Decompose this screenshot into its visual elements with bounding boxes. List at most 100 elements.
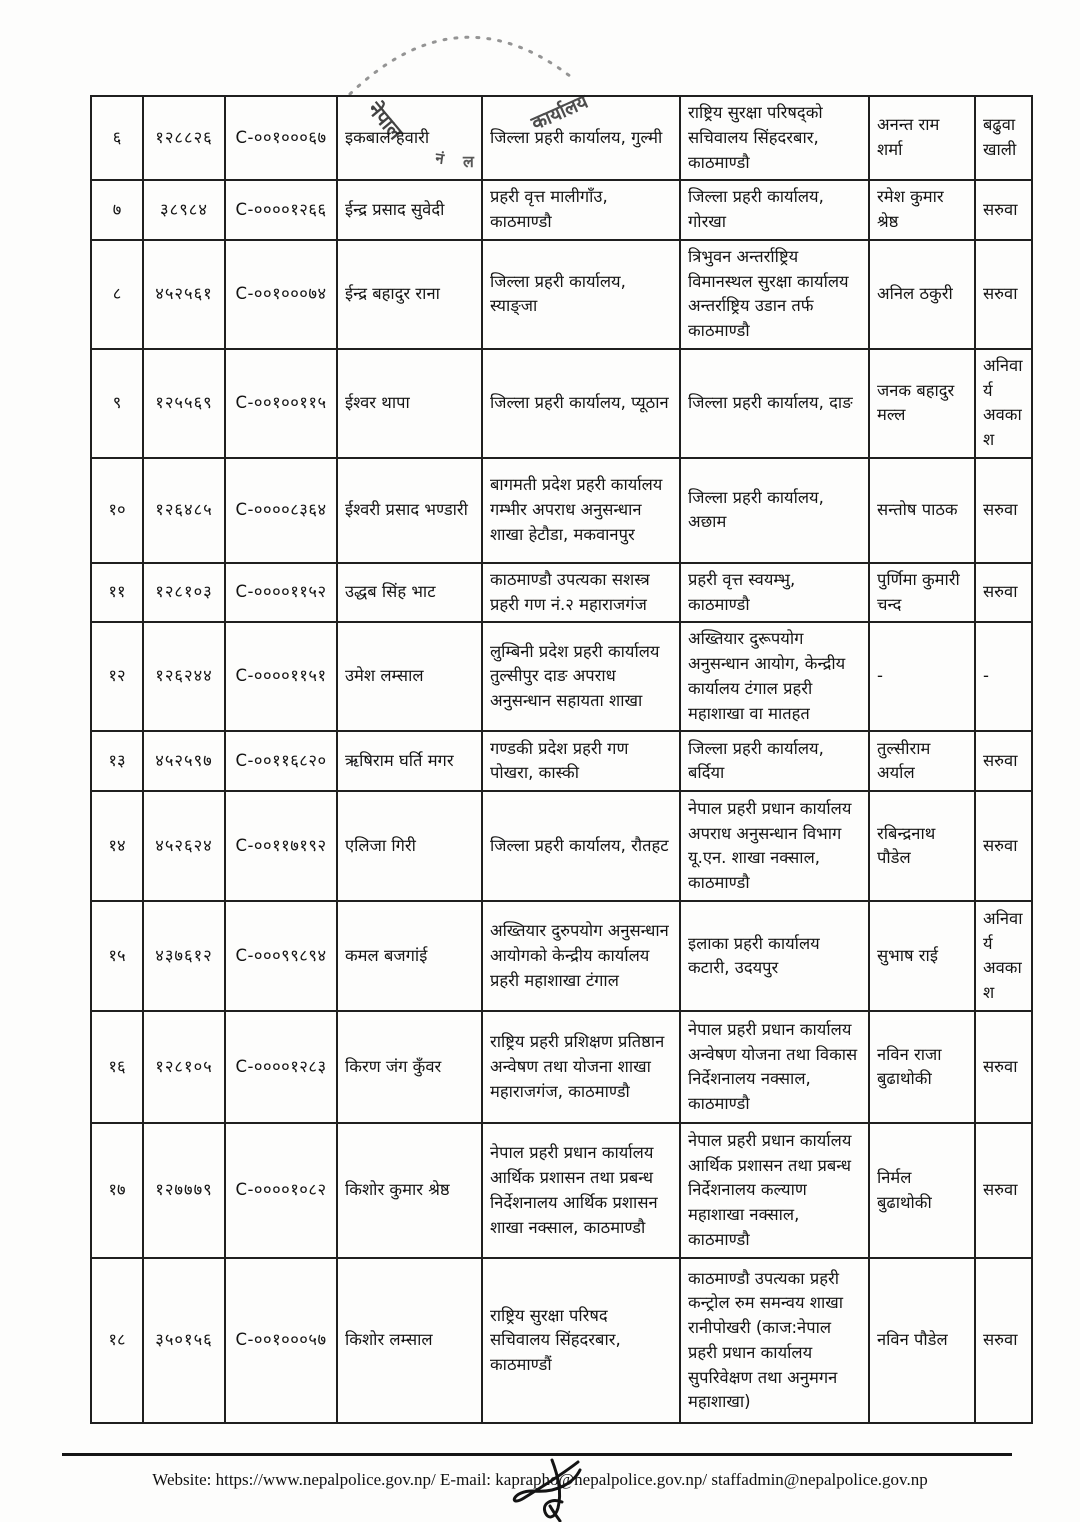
table-row: १० १२६४८५ C-००००८३६४ ईश्वरी प्रसाद भण्डा… (90, 456, 1033, 564)
cell-citizenship-code: C-००००१२८३ (224, 1010, 338, 1125)
cell-remark: सरुवा (974, 456, 1033, 564)
cell-replacement-name: - (868, 621, 976, 733)
cell-name: किरण जंग कुँवर (336, 1010, 483, 1125)
cell-remark: अनिवार्य अवकाश (974, 900, 1033, 1013)
cell-new-office: नेपाल प्रहरी प्रधान कार्यालय आर्थिक प्रश… (679, 1122, 870, 1260)
cell-replacement-name: रमेश कुमार श्रेष्ठ (868, 179, 976, 241)
cell-remark: बढुवा खाली (974, 94, 1033, 182)
cell-remark: सरुवा (974, 561, 1033, 624)
cell-staff-number: १२८१०५ (142, 1010, 226, 1125)
cell-remark: - (974, 621, 1033, 733)
footer-contact-text: Website: https://www.nepalpolice.gov.np/… (152, 1470, 928, 1489)
cell-current-office: अख्तियार दुरुपयोग अनुसन्धान आयोगको केन्द… (481, 900, 681, 1013)
cell-remark: सरुवा (974, 179, 1033, 241)
table-row: ८ ४५२५६१ C-००१०००७४ ईन्द्र बहादुर राना ज… (90, 238, 1033, 350)
cell-new-office: नेपाल प्रहरी प्रधान कार्यालय अपराध अनुसन… (679, 790, 870, 903)
cell-current-office: गण्डकी प्रदेश प्रहरी गण पोखरा, कास्की (481, 730, 681, 793)
table-row: ७ ३८९८४ C-००००१२६६ ईन्द्र प्रसाद सुवेदी … (90, 179, 1033, 241)
cell-staff-number: ४५२५९७ (142, 730, 226, 793)
cell-staff-number: १२६४८५ (142, 456, 226, 564)
cell-name: उमेश लम्साल (336, 621, 483, 733)
table-row: १२ १२६२४४ C-००००११५१ उमेश लम्साल लुम्बिन… (90, 621, 1033, 733)
cell-serial-number: १४ (90, 790, 144, 903)
cell-new-office: काठमाण्डौ उपत्यका प्रहरी कन्ट्रोल रुम सम… (679, 1257, 870, 1425)
cell-name: ईश्वर थापा (336, 347, 483, 459)
cell-staff-number: १२७७७९ (142, 1122, 226, 1260)
cell-remark: अनिवार्य अवकाश (974, 347, 1033, 459)
cell-citizenship-code: C-००१०००७४ (224, 238, 338, 350)
cell-new-office: जिल्ला प्रहरी कार्यालय, अछाम (679, 456, 870, 564)
table-row: ९ १२५५६९ C-००१००११५ ईश्वर थापा जिल्ला प्… (90, 347, 1033, 459)
table-row: १५ ४३७६१२ C-०००९९८९४ कमल बजगांई अख्तियार… (90, 900, 1033, 1013)
cell-serial-number: १० (90, 456, 144, 564)
cell-citizenship-code: C-००१०००६७ (224, 94, 338, 182)
cell-replacement-name: सन्तोष पाठक (868, 456, 976, 564)
cell-replacement-name: निर्मल बुढाथोकी (868, 1122, 976, 1260)
cell-remark: सरुवा (974, 1010, 1033, 1125)
cell-staff-number: १२६२४४ (142, 621, 226, 733)
cell-current-office: जिल्ला प्रहरी कार्यालय, गुल्मी (481, 94, 681, 182)
cell-name: ईन्द्र बहादुर राना (336, 238, 483, 350)
cell-staff-number: ३५०१५६ (142, 1257, 226, 1425)
cell-name: ईश्वरी प्रसाद भण्डारी (336, 456, 483, 564)
cell-serial-number: १७ (90, 1122, 144, 1260)
cell-current-office: बागमती प्रदेश प्रहरी कार्यालय गम्भीर अपर… (481, 456, 681, 564)
cell-new-office: अख्तियार दुरूपयोग अनुसन्धान आयोग, केन्द्… (679, 621, 870, 733)
cell-new-office: राष्ट्रिय सुरक्षा परिषद्को सचिवालय सिंहद… (679, 94, 870, 182)
cell-name: एलिजा गिरी (336, 790, 483, 903)
cell-current-office: जिल्ला प्रहरी कार्यालय, प्यूठान (481, 347, 681, 459)
table-row: १६ १२८१०५ C-००००१२८३ किरण जंग कुँवर राष्… (90, 1010, 1033, 1125)
cell-serial-number: ११ (90, 561, 144, 624)
cell-current-office: जिल्ला प्रहरी कार्यालय, स्याङ्जा (481, 238, 681, 350)
cell-remark: सरुवा (974, 1122, 1033, 1260)
cell-current-office: लुम्बिनी प्रदेश प्रहरी कार्यालय तुल्सीपु… (481, 621, 681, 733)
cell-staff-number: ४५२६२४ (142, 790, 226, 903)
cell-new-office: नेपाल प्रहरी प्रधान कार्यालय अन्वेषण योज… (679, 1010, 870, 1125)
cell-name: किशोर लम्साल (336, 1257, 483, 1425)
cell-citizenship-code: C-००००१०८२ (224, 1122, 338, 1260)
cell-remark: सरुवा (974, 238, 1033, 350)
table-row: १८ ३५०१५६ C-००१०००५७ किशोर लम्साल राष्ट्… (90, 1257, 1033, 1425)
cell-citizenship-code: C-००११६८२० (224, 730, 338, 793)
cell-name: ऋषिराम घर्ति मगर (336, 730, 483, 793)
cell-name: इकबाल हवारी (336, 94, 483, 182)
cell-citizenship-code: C-००००१२६६ (224, 179, 338, 241)
cell-name: ईन्द्र प्रसाद सुवेदी (336, 179, 483, 241)
cell-serial-number: ७ (90, 179, 144, 241)
table-row: १३ ४५२५९७ C-००११६८२० ऋषिराम घर्ति मगर गण… (90, 730, 1033, 793)
cell-citizenship-code: C-००१०००५७ (224, 1257, 338, 1425)
cell-serial-number: ९ (90, 347, 144, 459)
cell-new-office: जिल्ला प्रहरी कार्यालय, बर्दिया (679, 730, 870, 793)
cell-serial-number: १५ (90, 900, 144, 1013)
footer-divider-line (62, 1453, 1012, 1456)
cell-current-office: प्रहरी वृत्त मालीगाँउ, काठमाण्डौ (481, 179, 681, 241)
cell-name: किशोर कुमार श्रेष्ठ (336, 1122, 483, 1260)
cell-name: कमल बजगांई (336, 900, 483, 1013)
cell-serial-number: १८ (90, 1257, 144, 1425)
signature-scribble (512, 1458, 582, 1522)
table-body: ६ १२८८२६ C-००१०००६७ इकबाल हवारी जिल्ला प… (90, 94, 1033, 1425)
cell-staff-number: १२८८२६ (142, 94, 226, 182)
cell-serial-number: १२ (90, 621, 144, 733)
cell-new-office: प्रहरी वृत्त स्वयम्भु, काठमाण्डौ (679, 561, 870, 624)
cell-replacement-name: अनिल ठकुरी (868, 238, 976, 350)
cell-current-office: काठमाण्डौ उपत्यका सशस्त्र प्रहरी गण नं.२… (481, 561, 681, 624)
cell-new-office: जिल्ला प्रहरी कार्यालय, गोरखा (679, 179, 870, 241)
cell-staff-number: ४५२५६१ (142, 238, 226, 350)
cell-replacement-name: जनक बहादुर मल्ल (868, 347, 976, 459)
cell-replacement-name: अनन्त राम शर्मा (868, 94, 976, 182)
cell-staff-number: १२५५६९ (142, 347, 226, 459)
cell-staff-number: ३८९८४ (142, 179, 226, 241)
cell-name: उद्धब सिंह भाट (336, 561, 483, 624)
cell-serial-number: १३ (90, 730, 144, 793)
cell-replacement-name: सुभाष राई (868, 900, 976, 1013)
cell-citizenship-code: C-००००११५१ (224, 621, 338, 733)
cell-replacement-name: तुल्सीराम अर्याल (868, 730, 976, 793)
cell-replacement-name: रबिन्द्रनाथ पौडेल (868, 790, 976, 903)
cell-current-office: राष्ट्रिय प्रहरी प्रशिक्षण प्रतिष्ठान अन… (481, 1010, 681, 1125)
cell-citizenship-code: C-००१००११५ (224, 347, 338, 459)
cell-remark: सरुवा (974, 730, 1033, 793)
cell-remark: सरुवा (974, 1257, 1033, 1425)
cell-replacement-name: नविन राजा बुढाथोकी (868, 1010, 976, 1125)
